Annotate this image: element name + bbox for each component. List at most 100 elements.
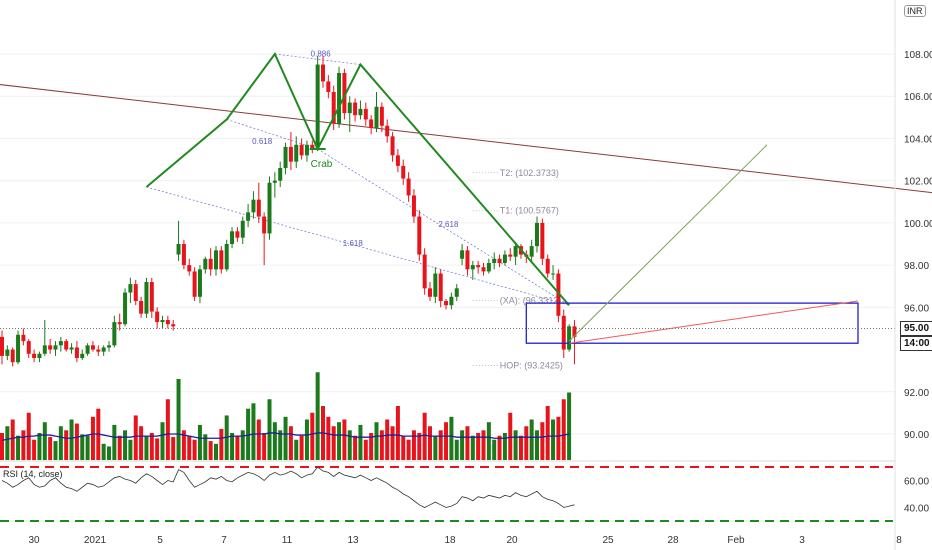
crab-pattern[interactable] (145, 52, 570, 306)
price-tick-label: 104.00 (904, 134, 932, 145)
volume-bar (251, 403, 256, 460)
time-tick-label: 13 (347, 535, 359, 546)
volume-bar (401, 435, 406, 460)
trendline[interactable] (0, 84, 932, 194)
volume-bar (428, 426, 432, 460)
candle-body (133, 284, 138, 301)
candles (0, 56, 577, 367)
candle-body (85, 345, 90, 354)
time-tick-label: 7 (221, 535, 227, 546)
candle-body (529, 246, 534, 257)
volume-bar (101, 443, 106, 460)
candle-body (326, 81, 331, 92)
volume-bar (369, 433, 374, 460)
grid-lines (0, 53, 895, 435)
volume-bar (58, 426, 63, 460)
candle-body (476, 265, 481, 268)
volume-bar (181, 430, 186, 460)
rsi-line (1, 466, 575, 508)
volume-bar (165, 399, 170, 460)
candle-body (208, 258, 213, 270)
volume-bar (535, 430, 539, 460)
candle-body (101, 347, 106, 352)
candle-body (224, 244, 229, 270)
current-price-badge: 95.00 (900, 321, 932, 337)
volume-bar (219, 428, 224, 460)
candle-body (411, 195, 416, 217)
price-axis[interactable]: 108.00 106.00 104.00 102.00 100.00 98.00 96.00… (904, 50, 932, 441)
price-tick-label: 106.00 (904, 92, 932, 103)
candle-body (561, 315, 566, 350)
candle-body (540, 222, 545, 259)
candle-body (283, 146, 288, 168)
candle-body (545, 258, 550, 274)
volume-bar (288, 426, 293, 460)
candle-body (123, 292, 128, 325)
time-tick-label: 28 (667, 535, 679, 546)
candle-body (267, 182, 272, 234)
candle-body (160, 320, 165, 323)
volume-bar (32, 439, 37, 460)
candle-body (347, 102, 352, 114)
time-tick-label: 5 (157, 535, 163, 546)
time-tick-label: 18 (444, 535, 456, 546)
candle-body (379, 106, 384, 126)
volume-bar (395, 406, 400, 460)
candle-body (90, 345, 95, 350)
fib-lines: 0.886 0.618 2.618 1.618 (146, 49, 570, 306)
projection-line[interactable] (568, 144, 768, 342)
volume-bar (10, 419, 15, 460)
volume-bar (272, 422, 277, 460)
candle-body (117, 322, 122, 325)
time-axis[interactable]: 30 2021 5 7 11 13 18 20 25 28 Feb 3 8 (28, 535, 902, 546)
candle-body (187, 265, 192, 272)
candle-body (294, 144, 299, 162)
volume-bar (422, 412, 427, 460)
candle-body (481, 267, 486, 272)
candle-body (155, 311, 160, 323)
volume-bar (69, 419, 74, 460)
candle-body (353, 102, 358, 116)
candle-body (369, 119, 374, 128)
level-label: T1: (100.5767) (500, 206, 559, 216)
volume-bar (262, 433, 267, 460)
level-label: HOP: (93.2425) (500, 361, 563, 371)
volume-ma-line (1, 432, 570, 441)
candle-body (176, 244, 181, 255)
volume-bar (529, 419, 534, 460)
candle-body (358, 108, 363, 116)
pattern-label: Crab (311, 159, 333, 170)
fib-label: 0.618 (252, 137, 273, 146)
candle-body (444, 301, 449, 306)
candle-body (21, 334, 26, 342)
volume-bar (347, 430, 352, 460)
candle-body (107, 345, 111, 348)
time-tick-label: Feb (727, 535, 745, 546)
candle-body (321, 64, 325, 82)
volume-bar (112, 424, 117, 460)
candle-body (363, 108, 368, 120)
volume-bar (567, 392, 572, 460)
volume-bar (508, 412, 513, 460)
target-box[interactable] (525, 302, 859, 344)
candle-body (465, 250, 470, 270)
volume-bar (192, 439, 197, 460)
time-tick-label: 11 (282, 535, 293, 546)
candle-body (449, 296, 454, 306)
candle-body (26, 341, 31, 354)
volume-bar (235, 435, 240, 460)
currency-badge[interactable]: INR (904, 5, 926, 17)
volume-bar (53, 441, 58, 460)
candle-body (74, 347, 79, 358)
volume-bar (214, 443, 218, 460)
candle-body (48, 345, 53, 350)
volume-bar (524, 426, 529, 460)
time-tick-label: 8 (896, 535, 902, 546)
red-trend-line[interactable] (569, 300, 859, 344)
volume-bar (294, 439, 299, 460)
candle-body (58, 341, 63, 346)
level-label: T2: (102.3733) (500, 168, 559, 178)
candle-body (460, 250, 465, 259)
candle-body (401, 165, 406, 179)
